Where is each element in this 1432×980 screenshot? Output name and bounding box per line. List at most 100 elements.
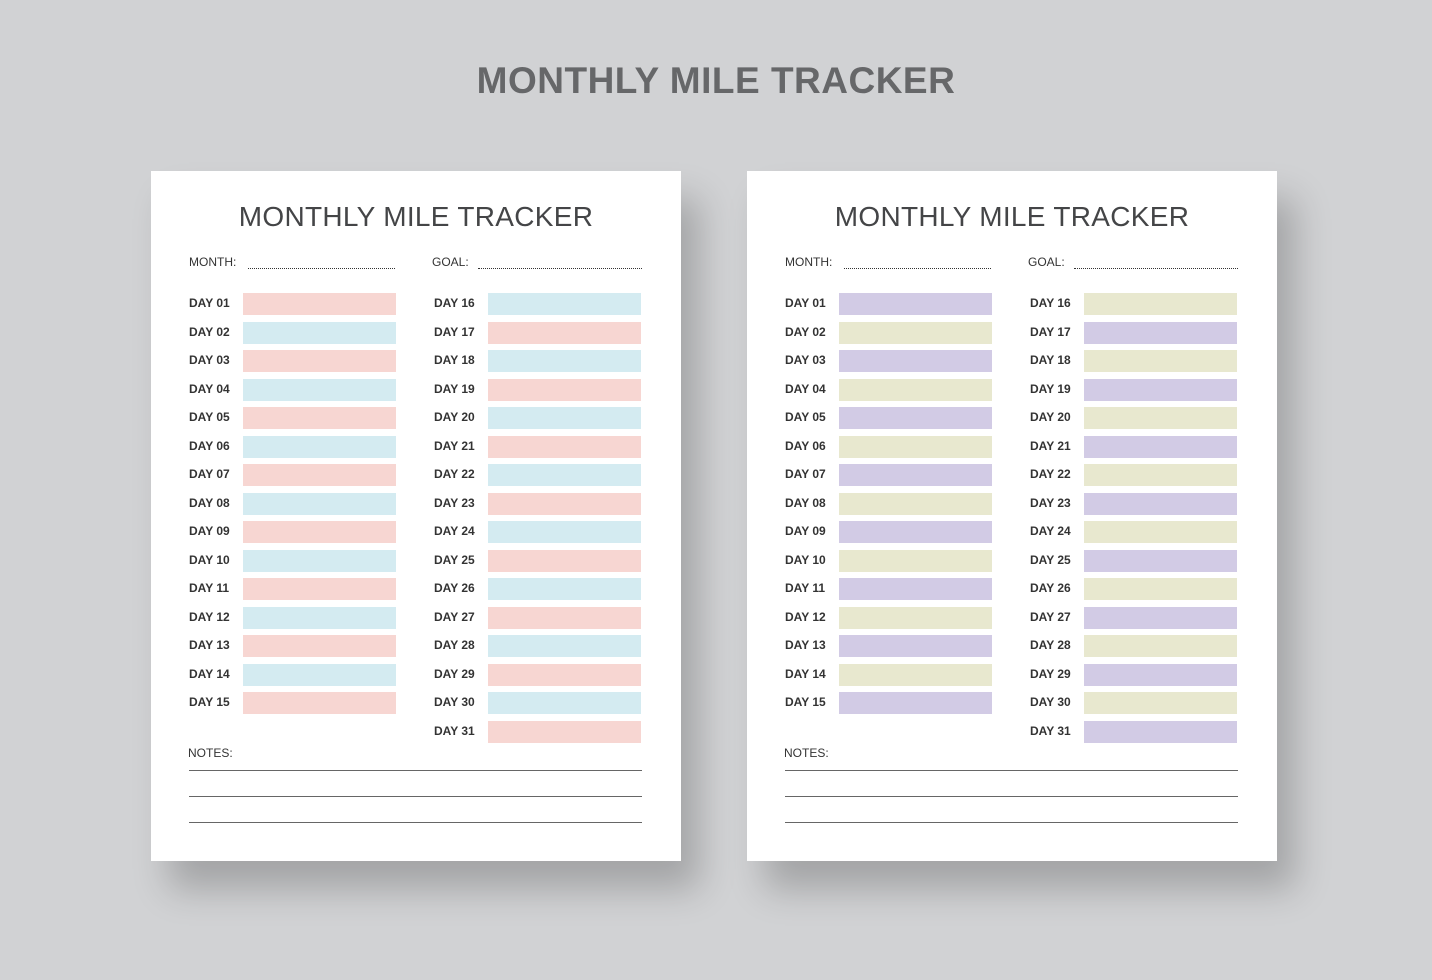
day-entry-field[interactable] bbox=[1084, 407, 1237, 429]
day-entry-field[interactable] bbox=[1084, 492, 1237, 515]
month-field[interactable] bbox=[248, 268, 395, 269]
day-entry-field[interactable] bbox=[1084, 549, 1237, 572]
day-label: DAY 02 bbox=[189, 324, 230, 339]
day-entry-field[interactable] bbox=[839, 492, 992, 515]
month-field[interactable] bbox=[844, 268, 991, 269]
day-entry-field[interactable] bbox=[839, 606, 992, 629]
day-entry-field[interactable] bbox=[488, 606, 641, 629]
notes-line[interactable] bbox=[189, 822, 642, 823]
day-entry-field[interactable] bbox=[488, 378, 641, 401]
day-entry-field[interactable] bbox=[488, 549, 641, 572]
day-entry-field[interactable] bbox=[1084, 435, 1237, 458]
day-label: DAY 31 bbox=[434, 723, 475, 738]
day-label: DAY 28 bbox=[434, 638, 475, 652]
day-entry-field[interactable] bbox=[488, 350, 641, 372]
day-label: DAY 03 bbox=[189, 353, 230, 367]
day-entry-field[interactable] bbox=[243, 321, 396, 344]
day-label: DAY 24 bbox=[434, 524, 475, 538]
day-entry-field[interactable] bbox=[839, 435, 992, 458]
day-entry-field[interactable] bbox=[839, 521, 992, 543]
day-entry-field[interactable] bbox=[488, 720, 641, 743]
day-label: DAY 23 bbox=[434, 495, 475, 510]
day-entry-field[interactable] bbox=[839, 464, 992, 486]
day-entry-field[interactable] bbox=[839, 635, 992, 657]
day-entry-field[interactable] bbox=[243, 378, 396, 401]
day-label: DAY 19 bbox=[434, 381, 475, 396]
day-entry-field[interactable] bbox=[839, 321, 992, 344]
day-entry-field[interactable] bbox=[839, 578, 992, 600]
goal-label: GOAL: bbox=[432, 255, 469, 269]
notes-line[interactable] bbox=[189, 796, 642, 797]
day-label: DAY 25 bbox=[434, 552, 475, 567]
day-label: DAY 30 bbox=[434, 695, 475, 709]
day-entry-field[interactable] bbox=[243, 350, 396, 372]
day-entry-field[interactable] bbox=[839, 407, 992, 429]
day-entry-field[interactable] bbox=[1084, 692, 1237, 714]
day-label: DAY 01 bbox=[189, 296, 230, 310]
day-entry-field[interactable] bbox=[243, 407, 396, 429]
day-entry-field[interactable] bbox=[839, 378, 992, 401]
month-label: MONTH: bbox=[785, 255, 833, 269]
day-label: DAY 19 bbox=[1030, 381, 1071, 396]
day-entry-field[interactable] bbox=[243, 549, 396, 572]
day-entry-field[interactable] bbox=[243, 435, 396, 458]
day-entry-field[interactable] bbox=[1084, 578, 1237, 600]
day-entry-field[interactable] bbox=[243, 692, 396, 714]
day-entry-field[interactable] bbox=[839, 663, 992, 686]
notes-line[interactable] bbox=[785, 796, 1238, 797]
day-entry-field[interactable] bbox=[1084, 521, 1237, 543]
day-entry-field[interactable] bbox=[488, 663, 641, 686]
day-label: DAY 29 bbox=[434, 666, 475, 681]
day-entry-field[interactable] bbox=[243, 492, 396, 515]
day-entry-field[interactable] bbox=[488, 635, 641, 657]
sheet-title: MONTHLY MILE TRACKER bbox=[238, 201, 594, 232]
day-entry-field[interactable] bbox=[1084, 350, 1237, 372]
day-entry-field[interactable] bbox=[488, 321, 641, 344]
day-entry-field[interactable] bbox=[243, 606, 396, 629]
day-label: DAY 04 bbox=[189, 381, 230, 396]
notes-line[interactable] bbox=[189, 770, 642, 771]
day-entry-field[interactable] bbox=[243, 635, 396, 657]
day-entry-field[interactable] bbox=[839, 549, 992, 572]
day-entry-field[interactable] bbox=[839, 692, 992, 714]
day-entry-field[interactable] bbox=[488, 521, 641, 543]
day-entry-field[interactable] bbox=[839, 350, 992, 372]
day-label: DAY 27 bbox=[1030, 609, 1071, 624]
day-entry-field[interactable] bbox=[243, 663, 396, 686]
day-entry-field[interactable] bbox=[1084, 720, 1237, 743]
day-entry-field[interactable] bbox=[488, 578, 641, 600]
day-entry-field[interactable] bbox=[243, 521, 396, 543]
day-label: DAY 22 bbox=[434, 467, 475, 481]
day-label: DAY 04 bbox=[785, 381, 826, 396]
notes-line[interactable] bbox=[785, 822, 1238, 823]
day-entry-field[interactable] bbox=[1084, 635, 1237, 657]
notes-line[interactable] bbox=[785, 770, 1238, 771]
day-entry-field[interactable] bbox=[1084, 321, 1237, 344]
day-entry-field[interactable] bbox=[488, 464, 641, 486]
day-entry-field[interactable] bbox=[488, 692, 641, 714]
tracker-sheet-purple-green: MONTHLY MILE TRACKER MONTH: GOAL: DAY 01… bbox=[747, 171, 1277, 861]
day-entry-field[interactable] bbox=[1084, 606, 1237, 629]
day-entry-field[interactable] bbox=[243, 293, 396, 315]
day-label: DAY 24 bbox=[1030, 524, 1071, 538]
day-entry-field[interactable] bbox=[839, 293, 992, 315]
goal-field[interactable] bbox=[1074, 268, 1238, 269]
day-label: DAY 14 bbox=[785, 666, 826, 681]
day-entry-field[interactable] bbox=[1084, 293, 1237, 315]
day-label: DAY 18 bbox=[1030, 353, 1071, 367]
day-label: DAY 13 bbox=[189, 638, 230, 652]
day-entry-field[interactable] bbox=[488, 293, 641, 315]
day-label: DAY 09 bbox=[785, 524, 826, 538]
day-entry-field[interactable] bbox=[1084, 464, 1237, 486]
goal-field[interactable] bbox=[478, 268, 642, 269]
day-entry-field[interactable] bbox=[488, 492, 641, 515]
day-entry-field[interactable] bbox=[488, 435, 641, 458]
day-entry-field[interactable] bbox=[1084, 663, 1237, 686]
day-label: DAY 30 bbox=[1030, 695, 1071, 709]
day-label: DAY 05 bbox=[785, 410, 826, 424]
day-entry-field[interactable] bbox=[243, 578, 396, 600]
day-entry-field[interactable] bbox=[1084, 378, 1237, 401]
day-entry-field[interactable] bbox=[243, 464, 396, 486]
day-label: DAY 12 bbox=[785, 609, 826, 624]
day-entry-field[interactable] bbox=[488, 407, 641, 429]
